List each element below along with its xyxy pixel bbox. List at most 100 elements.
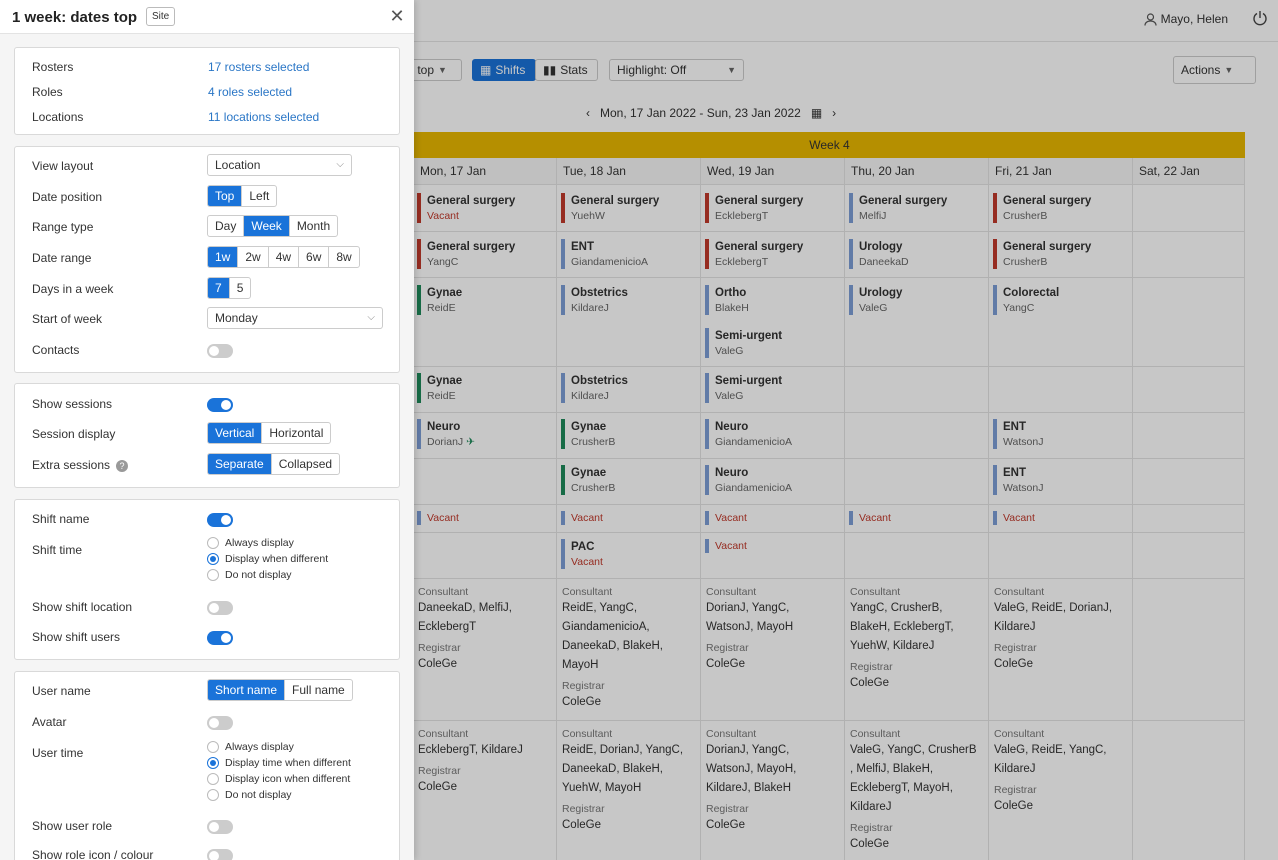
shift-card[interactable]: Urology DaneekaD — [849, 239, 909, 269]
session-display-toggle[interactable]: Vertical Horizontal — [207, 422, 332, 444]
power-icon[interactable] — [1252, 10, 1268, 26]
shift-card[interactable]: General surgery Vacant — [417, 193, 515, 223]
days-in-week-label: Days in a week — [32, 282, 114, 296]
shift-card[interactable]: Ortho BlakeH — [705, 285, 749, 315]
shift-users-toggle[interactable] — [207, 631, 233, 645]
shift-card[interactable]: General surgery CrusherB — [993, 239, 1091, 269]
user-short-name[interactable]: Short name — [208, 680, 286, 700]
user-menu[interactable]: Mayo, Helen — [1144, 12, 1228, 26]
shift-card[interactable]: General surgery EcklebergT — [705, 239, 803, 269]
day-header: Sat, 22 Jan — [1133, 158, 1245, 185]
shift-card[interactable]: General surgery CrusherB — [993, 193, 1091, 223]
date-range-4w[interactable]: 4w — [269, 247, 300, 267]
shift-card[interactable]: Vacant — [849, 511, 891, 525]
rosters-link[interactable]: 17 rosters selected — [208, 60, 310, 74]
days-5[interactable]: 5 — [236, 281, 244, 295]
range-type-toggle[interactable]: Day Week Month — [207, 215, 339, 237]
shift-location-toggle[interactable] — [207, 601, 233, 615]
shift-card[interactable]: Neuro GiandamenicioA — [705, 465, 792, 495]
shift-card[interactable]: Gynae ReidE — [417, 285, 462, 315]
shift-time-none[interactable]: Do not display — [207, 569, 292, 581]
shift-card[interactable]: Gynae ReidE — [417, 373, 462, 403]
user-time-none[interactable]: Do not display — [207, 789, 292, 801]
close-icon[interactable]: ✕ — [389, 6, 405, 26]
extra-collapsed[interactable]: Collapsed — [278, 457, 333, 471]
user-icon-when-different[interactable]: Display icon when different — [207, 773, 350, 785]
view-layout-select[interactable]: Location ⌵ — [207, 154, 352, 176]
shifts-button[interactable]: ▦ Shifts — [472, 59, 536, 81]
range-day[interactable]: Day — [208, 216, 245, 236]
shift-card[interactable]: Semi-urgent ValeG — [705, 373, 782, 403]
shift-card[interactable]: Vacant — [417, 511, 459, 525]
session-horizontal[interactable]: Horizontal — [269, 426, 324, 440]
range-month[interactable]: Month — [296, 219, 331, 233]
roles-link[interactable]: 4 roles selected — [208, 85, 293, 99]
shift-card[interactable]: Neuro GiandamenicioA — [705, 419, 792, 449]
stats-button[interactable]: ▮▮ Stats — [535, 59, 598, 81]
shift-card[interactable]: General surgery MelfiJ — [849, 193, 947, 223]
date-range-6w[interactable]: 6w — [299, 247, 330, 267]
shift-card[interactable]: PAC Vacant — [561, 539, 603, 569]
shift-card[interactable]: Vacant — [705, 539, 747, 553]
range-week[interactable]: Week — [244, 216, 290, 236]
panel-header: 1 week: dates top Site ✕ — [0, 0, 414, 34]
date-range-2w[interactable]: 2w — [238, 247, 269, 267]
prev-week-icon[interactable]: ‹ — [586, 106, 590, 120]
extra-sessions-toggle[interactable]: Separate Collapsed — [207, 453, 341, 475]
shift-time-when-different[interactable]: Display when different — [207, 553, 328, 565]
shift-card[interactable]: Gynae CrusherB — [561, 465, 615, 495]
session-vertical[interactable]: Vertical — [208, 423, 263, 443]
shift-card[interactable]: Obstetrics KildareJ — [561, 373, 628, 403]
shift-name-toggle[interactable] — [207, 513, 233, 527]
days-in-week-toggle[interactable]: 7 5 — [207, 277, 252, 299]
next-week-icon[interactable]: › — [832, 106, 837, 120]
extra-separate[interactable]: Separate — [208, 454, 272, 474]
user-name-toggle[interactable]: Short name Full name — [207, 679, 353, 701]
days-7[interactable]: 7 — [208, 278, 230, 298]
user-role-toggle[interactable] — [207, 820, 233, 834]
shift-card-settings: Shift name Shift time Always display Dis… — [14, 499, 400, 660]
shift-card[interactable]: General surgery YangC — [417, 239, 515, 269]
shift-name-label: Shift name — [32, 512, 90, 526]
contacts-toggle[interactable] — [207, 344, 233, 358]
date-position-label: Date position — [32, 190, 103, 204]
view-select[interactable]: s top ▼ — [400, 59, 462, 81]
day-column: General surgery EcklebergT General surger… — [701, 185, 845, 860]
shift-card[interactable]: Colorectal YangC — [993, 285, 1059, 315]
avatar-toggle[interactable] — [207, 716, 233, 730]
locations-link[interactable]: 11 locations selected — [208, 110, 320, 124]
start-of-week-select[interactable]: Monday ⌵ — [207, 307, 383, 329]
date-range-1w[interactable]: 1w — [208, 247, 239, 267]
user-time-always[interactable]: Always display — [207, 741, 294, 753]
help-icon[interactable]: ? — [116, 459, 129, 472]
shift-card[interactable]: General surgery EcklebergT — [705, 193, 803, 223]
shift-card[interactable]: General surgery YuehW — [561, 193, 659, 223]
shift-card[interactable]: Urology ValeG — [849, 285, 902, 315]
date-position-top[interactable]: Top — [208, 186, 243, 206]
calendar-icon[interactable]: ▦ — [810, 106, 823, 120]
shift-card[interactable]: Semi-urgent ValeG — [705, 328, 782, 358]
shift-card[interactable]: ENT WatsonJ — [993, 419, 1043, 449]
show-sessions-toggle[interactable] — [207, 398, 233, 412]
date-range-toggle[interactable]: 1w 2w 4w 6w 8w — [207, 246, 360, 268]
date-range-8w[interactable]: 8w — [336, 250, 352, 264]
shift-time-always[interactable]: Always display — [207, 537, 294, 549]
shift-card[interactable]: Vacant — [993, 511, 1035, 525]
shift-card[interactable]: Vacant — [705, 511, 747, 525]
actions-button[interactable]: Actions ▼ — [1173, 56, 1256, 84]
shift-card[interactable]: Gynae CrusherB — [561, 419, 615, 449]
shift-card[interactable]: ENT GiandamenicioA — [561, 239, 648, 269]
date-position-toggle[interactable]: Top Left — [207, 185, 278, 207]
shift-card[interactable]: Neuro DorianJ ✈ — [417, 419, 475, 449]
shift-card[interactable]: Vacant — [561, 511, 603, 525]
highlight-select[interactable]: Highlight: Off ▼ — [609, 59, 744, 81]
date-position-left[interactable]: Left — [249, 189, 270, 203]
consultant-block: Consultant DorianJ, YangC, WatsonJ, MayoH… — [706, 728, 797, 831]
shift-card[interactable]: ENT WatsonJ — [993, 465, 1043, 495]
user-full-name[interactable]: Full name — [292, 683, 345, 697]
user-time-when-different[interactable]: Display time when different — [207, 757, 351, 769]
role-icon-toggle[interactable] — [207, 849, 233, 860]
bar-chart-icon: ▮▮ — [543, 63, 557, 77]
shift-card[interactable]: Obstetrics KildareJ — [561, 285, 628, 315]
day-column: General surgery YuehW ENT GiandamenicioA O… — [557, 185, 701, 860]
